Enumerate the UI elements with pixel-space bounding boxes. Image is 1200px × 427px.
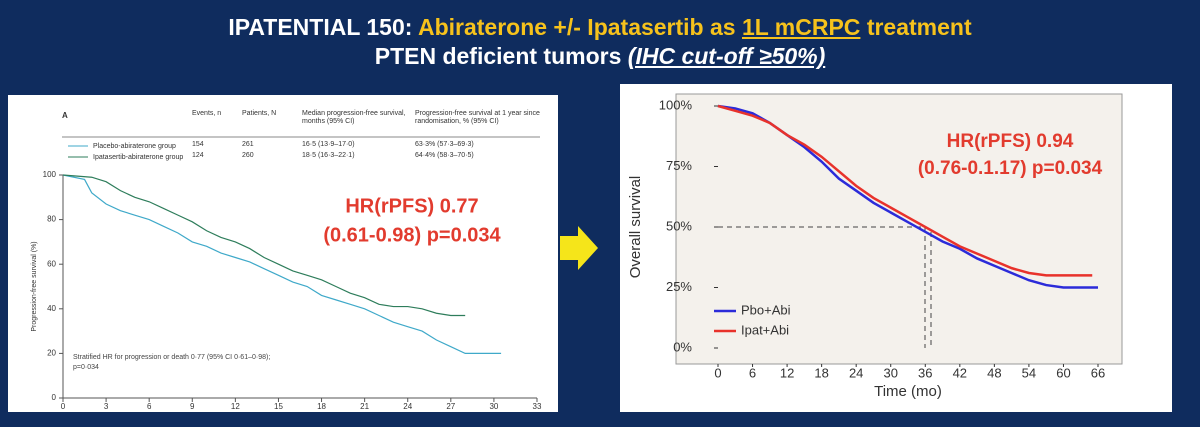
table-header: Progression-free survival at 1 year sinc… <box>415 110 540 125</box>
x-tick-label: 6 <box>147 402 152 411</box>
arrow <box>560 226 598 270</box>
panel-label: A <box>62 111 68 120</box>
title-line-2: PTEN deficient tumors (IHC cut-off ≥50%) <box>0 43 1200 70</box>
y-tick-label: 40 <box>47 304 56 313</box>
title-text: 1L mCRPC <box>741 14 861 40</box>
x-tick-label: 9 <box>190 402 195 411</box>
x-tick-label: 30 <box>883 365 897 380</box>
survival-curve <box>62 174 466 317</box>
x-tick-label: 18 <box>814 365 828 380</box>
x-tick-label: 66 <box>1091 365 1105 380</box>
x-tick-label: 6 <box>749 365 756 380</box>
x-tick-label: 60 <box>1056 365 1070 380</box>
hr-annotation: (0.61-0.98) p=0.034 <box>323 224 501 246</box>
survival-curve <box>62 174 502 354</box>
legend-label: Pbo+Abi <box>741 302 791 317</box>
y-tick-label: 75% <box>666 158 692 173</box>
y-axis-label: Progression-free survival (%) <box>31 241 38 331</box>
title-text: PTEN deficient tumors <box>374 43 622 69</box>
plot-frame <box>675 93 1123 365</box>
x-tick-label: 33 <box>533 402 542 411</box>
table-cell: 154 <box>192 141 204 148</box>
table-cell: 124 <box>192 152 204 159</box>
x-tick-label: 27 <box>446 402 455 411</box>
footnote: p=0·034 <box>73 364 99 371</box>
x-tick-label: 0 <box>61 402 66 411</box>
x-tick-label: 48 <box>987 365 1001 380</box>
x-tick-label: 15 <box>274 402 283 411</box>
y-tick-label: 0% <box>673 339 692 354</box>
x-tick-label: 12 <box>231 402 240 411</box>
hr-annotation: (0.76-0.1.17) p=0.034 <box>918 158 1103 179</box>
table-cell: 64·4% (58·3–70·5) <box>415 152 474 159</box>
y-axis-label: Overall survival <box>627 176 644 279</box>
title-text: IPATENTIAL 150: <box>228 14 413 40</box>
legend-label: Ipat+Abi <box>741 322 789 337</box>
y-tick-label: 100% <box>659 97 693 112</box>
hr-annotation: HR(rPFS) 0.77 <box>345 195 478 217</box>
x-tick-label: 21 <box>360 402 369 411</box>
left-panel <box>8 95 558 412</box>
title-text: treatment <box>866 14 972 40</box>
legend-label: Placebo-abiraterone group <box>93 143 176 150</box>
legend-label: Ipatasertib-abiraterone group <box>93 154 183 161</box>
table-cell: 260 <box>242 152 254 159</box>
x-tick-label: 54 <box>1022 365 1036 380</box>
title-text: Abiraterone +/- Ipatasertib as <box>417 14 736 40</box>
x-tick-label: 18 <box>317 402 326 411</box>
y-tick-label: 25% <box>666 279 692 294</box>
y-tick-label: 100 <box>43 170 57 179</box>
table-cell: 18·5 (16·3–22·1) <box>302 152 355 159</box>
x-tick-label: 24 <box>849 365 863 380</box>
table-cell: 16·5 (13·9–17·0) <box>302 141 355 148</box>
table-header: Events, n <box>192 110 222 117</box>
title-text: (IHC cut-off ≥50%) <box>627 43 826 69</box>
footnote: Stratified HR for progression or death 0… <box>73 354 270 361</box>
table-header: Median progression-free survival, months… <box>302 110 406 125</box>
y-tick-label: 20 <box>47 349 56 358</box>
x-tick-label: 24 <box>403 402 412 411</box>
survival-curve <box>717 104 1093 277</box>
y-tick-label: 50% <box>666 218 692 233</box>
title-line-1: IPATENTIAL 150: Abiraterone +/- Ipataser… <box>0 14 1200 41</box>
table-header: Patients, N <box>242 110 277 117</box>
x-tick-label: 12 <box>780 365 794 380</box>
x-tick-label: 30 <box>489 402 498 411</box>
x-tick-label: 42 <box>953 365 967 380</box>
table-cell: 261 <box>242 141 254 148</box>
y-tick-label: 60 <box>47 259 56 268</box>
x-tick-label: 3 <box>104 402 109 411</box>
x-tick-label: 36 <box>918 365 932 380</box>
x-axis-label: Time (mo) <box>874 383 942 400</box>
hr-annotation: HR(rPFS) 0.94 <box>947 131 1074 152</box>
x-tick-label: 0 <box>714 365 721 380</box>
y-tick-label: 0 <box>52 393 57 402</box>
table-cell: 63·3% (57·3–69·3) <box>415 141 474 148</box>
y-tick-label: 80 <box>47 215 56 224</box>
